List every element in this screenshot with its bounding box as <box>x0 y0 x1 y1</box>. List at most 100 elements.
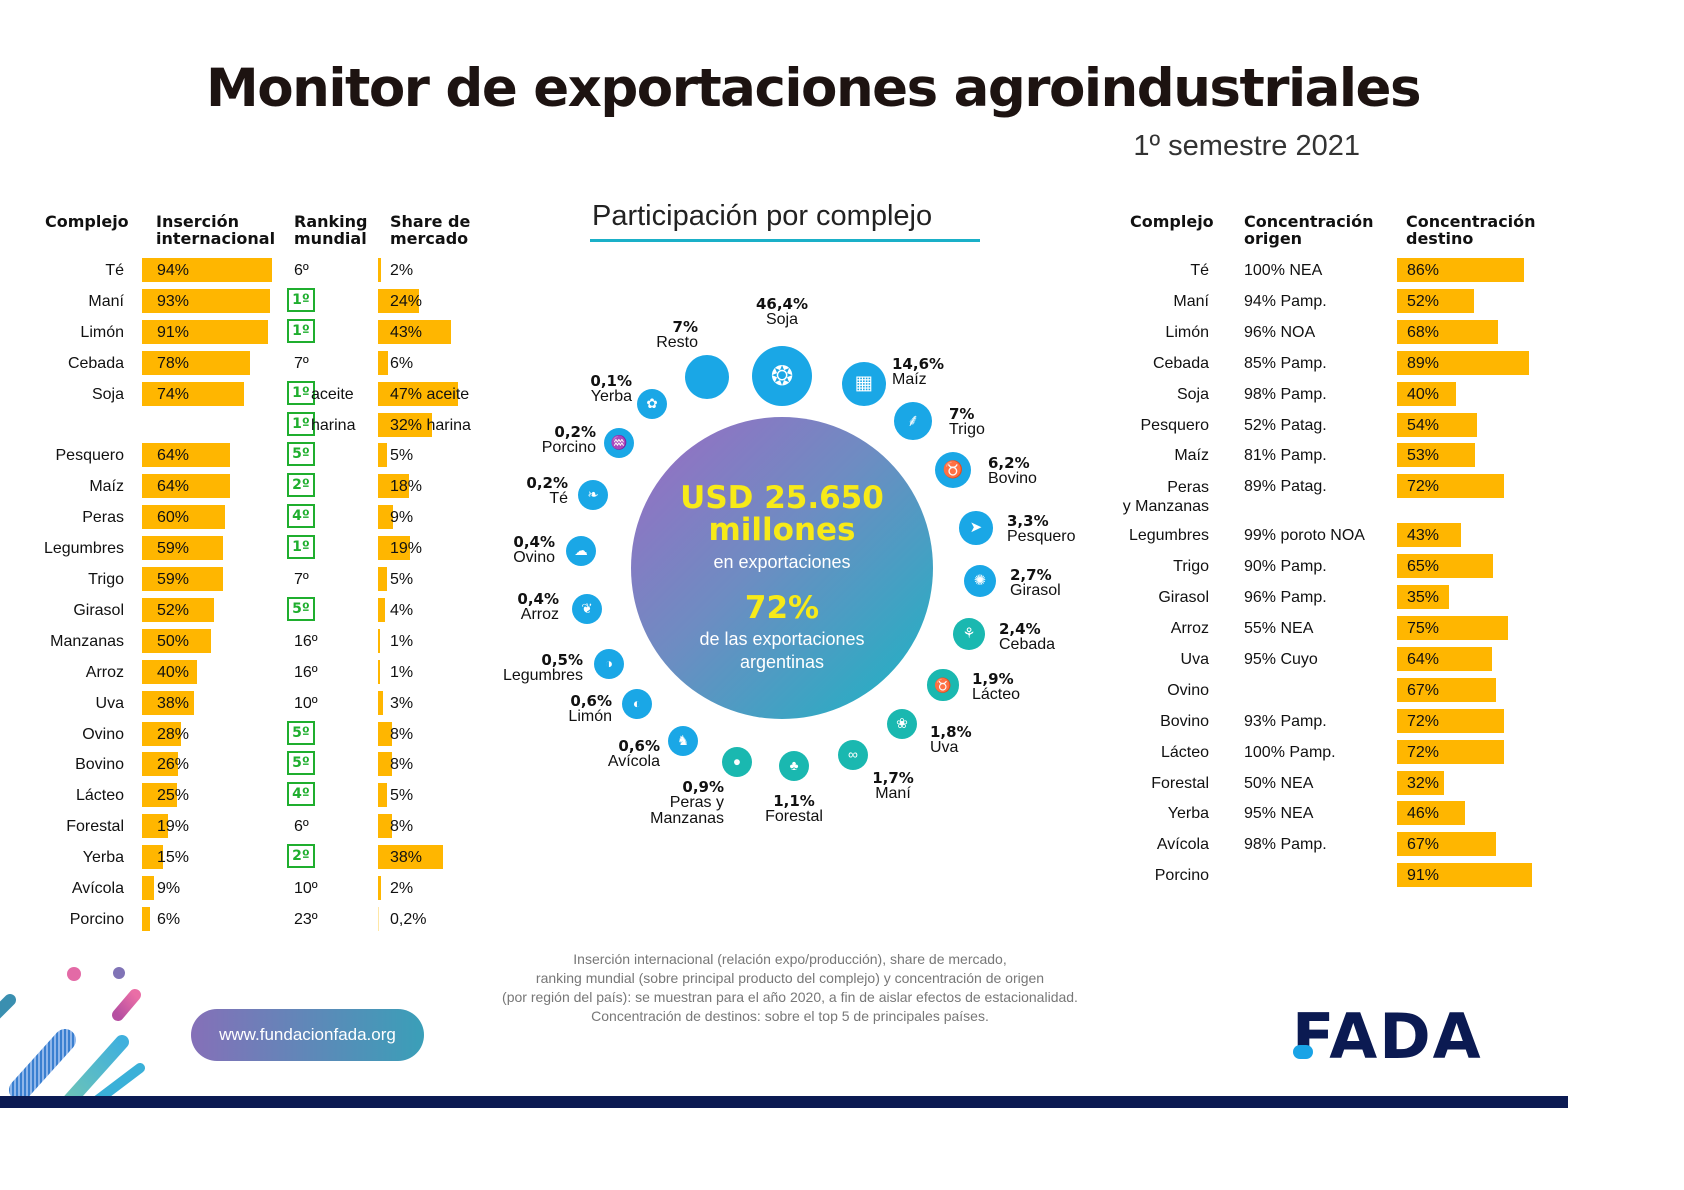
share-value: 9% <box>390 509 414 527</box>
complejo-name: Pesquero <box>1140 416 1210 434</box>
insercion-value: 74% <box>157 385 190 403</box>
origen-value: 99% poroto NOA <box>1244 527 1365 545</box>
bubble-value: 0,6% <box>618 737 660 755</box>
bubble-value: 1,7% <box>872 769 914 787</box>
table-row: Cebada 78% 7º 6% <box>0 350 520 377</box>
complejo-name: Maíz <box>1174 447 1209 465</box>
left-header-insercion: Inserción internacional <box>156 212 276 248</box>
bubble-label: 6,2% Bovino <box>988 455 1037 487</box>
table-row: Maíz 64% 2º 18% <box>0 473 520 500</box>
complejo-name: Porcino <box>1154 867 1209 885</box>
ranking-badge: 4º <box>287 504 315 529</box>
share-bar <box>378 752 392 777</box>
complejo-name: Lácteo <box>1160 743 1209 761</box>
destino-bar <box>1397 739 1504 764</box>
complejo-name: Soja <box>91 385 124 403</box>
bubble-name: Pesquero <box>1007 528 1076 545</box>
share-bar <box>378 567 387 591</box>
bubble-value: 0,6% <box>570 692 612 710</box>
share-value: 47% aceite <box>390 385 470 403</box>
website-link[interactable]: www.fundacionfada.org <box>191 1009 424 1061</box>
destino-bar <box>1397 770 1445 795</box>
origen-value: 50% NEA <box>1244 774 1314 792</box>
bubble-ovino: ☁ <box>566 536 596 566</box>
bubble-name: Ovino <box>513 549 555 566</box>
bubble-name: Maíz <box>892 371 927 388</box>
insercion-value: 94% <box>157 262 190 279</box>
ranking-value: 7º <box>294 571 309 588</box>
bubble-bovino: ♉ <box>934 451 972 489</box>
insercion-value: 93% <box>157 292 190 310</box>
ranking-value: 23º <box>294 910 318 928</box>
ranking-badge: 5º <box>287 751 315 776</box>
table-row: Forestal 19% 6º 8% <box>0 814 520 840</box>
table-row: Pesquero 64% 5º 5% <box>0 442 520 469</box>
complejo-name: Lácteo <box>75 787 124 805</box>
left-header-share: Share de mercado <box>390 212 471 248</box>
complejo-name: Peras <box>82 509 124 527</box>
origen-value: 100% Pamp. <box>1244 743 1336 761</box>
origen-value: 98% Pamp. <box>1244 836 1327 854</box>
bubble-name: Yerba <box>590 388 632 405</box>
bubble-value: 0,2% <box>554 423 596 441</box>
insercion-bar <box>142 752 178 777</box>
origen-value: 85% Pamp. <box>1244 354 1327 372</box>
soybean-icon: ❂ <box>770 360 794 391</box>
tea-icon: ❧ <box>587 487 599 503</box>
insercion-bar <box>142 567 224 591</box>
insercion-bar <box>142 721 181 746</box>
page-subtitle: 1º semestre 2021 <box>1133 130 1360 162</box>
complejo-name: Yerba <box>82 849 124 867</box>
ranking-product: aceite <box>311 385 354 403</box>
insercion-value: 50% <box>157 632 190 650</box>
destino-value: 64% <box>1407 650 1440 668</box>
bubble-value: 1,9% <box>972 670 1014 688</box>
origen-value: 100% NEA <box>1244 262 1323 279</box>
origen-value: 81% Pamp. <box>1244 447 1327 465</box>
peanut-icon: ∞ <box>848 746 858 763</box>
bubble-label: 0,4% Arroz <box>449 591 559 623</box>
bubble-girasol: ✺ <box>963 564 997 598</box>
share-bar <box>378 474 409 499</box>
insercion-value: 38% <box>157 694 190 712</box>
bubble-yerba: ✿ <box>637 389 667 419</box>
bubble-trigo: ⸙ <box>894 402 932 440</box>
complejo-name: Uva <box>95 694 124 712</box>
table-row: Uva 95% Cuyo 64% <box>1085 646 1555 673</box>
cow-icon: ♉ <box>942 459 964 479</box>
origen-value: 90% Pamp. <box>1244 558 1327 576</box>
bubble-uva: ❀ <box>886 708 918 740</box>
origen-value: 96% NOA <box>1244 323 1316 341</box>
destino-value: 40% <box>1407 385 1440 403</box>
destino-value: 72% <box>1407 743 1440 761</box>
lemon-icon: ◐ <box>632 696 642 712</box>
bubble-name: Peras y Manzanas <box>650 794 724 827</box>
share-bar <box>378 443 387 468</box>
insercion-value: 9% <box>157 880 181 897</box>
complejo-name: Manzanas <box>50 632 124 650</box>
bubble-value: 6,2% <box>988 454 1030 472</box>
complejo-name-line: y Manzanas <box>1122 498 1209 516</box>
table-row: Trigo 59% 7º 5% <box>0 567 520 593</box>
share-value: 8% <box>390 756 414 774</box>
bubble-value: 1,1% <box>773 792 815 810</box>
share-value: 5% <box>390 447 414 465</box>
destino-bar <box>1397 443 1476 468</box>
destino-value: 65% <box>1407 558 1440 576</box>
table-row: Uva 38% 10º 3% <box>0 690 520 717</box>
bubble-name: Limón <box>568 708 612 725</box>
decorative-shapes-icon <box>0 967 145 1107</box>
complejo-name: Cebada <box>1152 354 1209 372</box>
bubble-cebada: ⚘ <box>952 617 986 651</box>
destino-bar <box>1397 288 1474 313</box>
bubble-value: 0,5% <box>541 651 583 669</box>
insercion-bar <box>142 597 214 622</box>
bubble-label: 0,5% Legumbres <box>473 652 583 684</box>
bubble-name: Avícola <box>607 753 660 770</box>
bubble-label: 46,4% Soja <box>722 296 842 328</box>
table-row: Arroz 40% 16º 1% <box>0 659 520 686</box>
dairy-cow-icon: ♉ <box>934 676 952 693</box>
share-value: 24% <box>390 292 423 310</box>
insercion-value: 19% <box>157 818 190 836</box>
bubble-label: 1,8% Uva <box>930 724 972 756</box>
